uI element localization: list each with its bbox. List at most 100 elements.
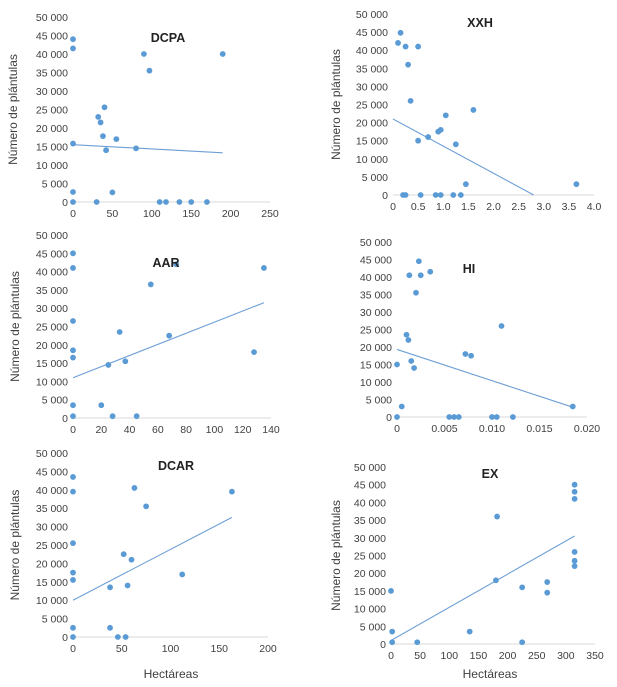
- trend-line: [396, 348, 573, 408]
- y-tick-label: 10 000: [356, 154, 388, 166]
- data-point: [389, 639, 396, 646]
- data-point: [417, 272, 424, 279]
- x-tick-label: 3.5: [562, 201, 577, 213]
- y-tick-label: 20 000: [36, 340, 68, 352]
- trend-line: [390, 535, 575, 641]
- x-tick-label: 20: [95, 424, 107, 436]
- trend-line: [72, 516, 233, 601]
- x-axis-label: Hectáreas: [463, 667, 518, 681]
- data-point: [120, 551, 127, 558]
- data-point: [133, 145, 139, 152]
- data-point: [188, 199, 195, 205]
- x-tick-label: 0: [70, 424, 76, 436]
- y-tick-label: 10 000: [36, 160, 68, 172]
- data-point: [425, 134, 432, 140]
- y-tick-label: 50 000: [354, 462, 386, 474]
- x-tick-label: 120: [234, 424, 252, 436]
- y-tick-label: 0: [62, 413, 68, 425]
- data-point: [408, 358, 415, 364]
- y-tick-label: 35 000: [356, 63, 388, 75]
- data-point: [103, 147, 109, 154]
- x-tick-label: 150: [210, 643, 228, 655]
- data-point: [407, 97, 414, 104]
- x-axis-label: Hectáreas: [144, 667, 199, 681]
- data-point: [109, 413, 116, 420]
- y-tick-label: 30 000: [354, 533, 386, 545]
- x-tick-label: 50: [116, 643, 128, 655]
- data-point: [166, 332, 173, 339]
- data-point: [70, 250, 76, 257]
- y-axis-label: Número de plántulas: [8, 271, 22, 382]
- data-point: [470, 107, 477, 113]
- y-tick-label: 45 000: [36, 466, 68, 478]
- data-point: [571, 488, 578, 495]
- y-tick-label: 15 000: [356, 136, 388, 148]
- data-point: [398, 403, 405, 410]
- data-point: [109, 189, 116, 196]
- data-point: [571, 481, 578, 488]
- x-tick-label: 0: [70, 643, 76, 655]
- data-point: [105, 362, 112, 368]
- y-tick-label: 15 000: [36, 577, 68, 589]
- x-tick-label: 250: [261, 208, 279, 220]
- y-tick-label: 0: [380, 639, 386, 651]
- y-tick-label: 35 000: [354, 515, 386, 527]
- data-point: [437, 192, 444, 198]
- y-tick-label: 25 000: [36, 540, 68, 552]
- data-point: [415, 43, 422, 50]
- data-point: [70, 634, 76, 640]
- data-point: [394, 414, 400, 420]
- data-point: [427, 268, 434, 275]
- data-point: [107, 624, 113, 631]
- data-point: [141, 51, 147, 57]
- x-tick-label: 50: [414, 650, 426, 662]
- data-point: [493, 577, 499, 584]
- data-point: [70, 265, 76, 271]
- data-point: [70, 189, 76, 195]
- y-tick-label: 25 000: [36, 105, 68, 117]
- x-tick-label: 200: [499, 650, 517, 662]
- y-tick-label: 35 000: [36, 68, 68, 80]
- data-point: [143, 503, 150, 510]
- chart-title: XXH: [467, 16, 493, 30]
- data-point: [156, 199, 163, 205]
- data-point: [388, 588, 394, 594]
- y-tick-label: 10 000: [36, 376, 68, 388]
- data-point: [498, 323, 505, 329]
- data-point: [122, 358, 129, 365]
- x-tick-label: 100: [143, 208, 161, 220]
- data-point: [100, 133, 106, 140]
- x-tick-label: 0.010: [479, 423, 505, 435]
- x-tick-label: 4.0: [587, 201, 602, 213]
- y-tick-label: 40 000: [354, 497, 386, 509]
- x-tick-label: 0.005: [431, 423, 457, 435]
- y-tick-label: 40 000: [356, 45, 388, 57]
- data-point: [147, 281, 154, 288]
- data-point: [128, 556, 135, 563]
- chart-title: DCPA: [151, 31, 186, 45]
- data-point: [389, 628, 396, 635]
- data-point: [173, 261, 180, 268]
- data-point: [446, 414, 453, 420]
- y-tick-label: 30 000: [36, 86, 68, 98]
- y-tick-label: 5 000: [42, 395, 68, 407]
- data-point: [544, 589, 551, 596]
- y-tick-label: 30 000: [36, 303, 68, 315]
- data-point: [414, 639, 421, 646]
- y-tick-label: 15 000: [36, 358, 68, 370]
- y-tick-label: 10 000: [354, 604, 386, 616]
- data-point: [402, 43, 409, 50]
- y-tick-label: 30 000: [356, 81, 388, 93]
- data-point: [402, 192, 409, 198]
- data-point: [70, 402, 76, 409]
- data-point: [98, 402, 105, 409]
- data-point: [395, 40, 401, 46]
- y-tick-label: 50 000: [36, 448, 68, 460]
- x-tick-label: 60: [152, 424, 164, 436]
- chart-ex: 0 5 000 10 000 15 000 20 000 25 000 30 000 35 0…: [329, 462, 604, 681]
- y-tick-label: 30 000: [360, 307, 392, 319]
- x-tick-label: 1.5: [461, 201, 476, 213]
- data-point: [489, 414, 495, 420]
- x-tick-label: 0.020: [574, 423, 600, 435]
